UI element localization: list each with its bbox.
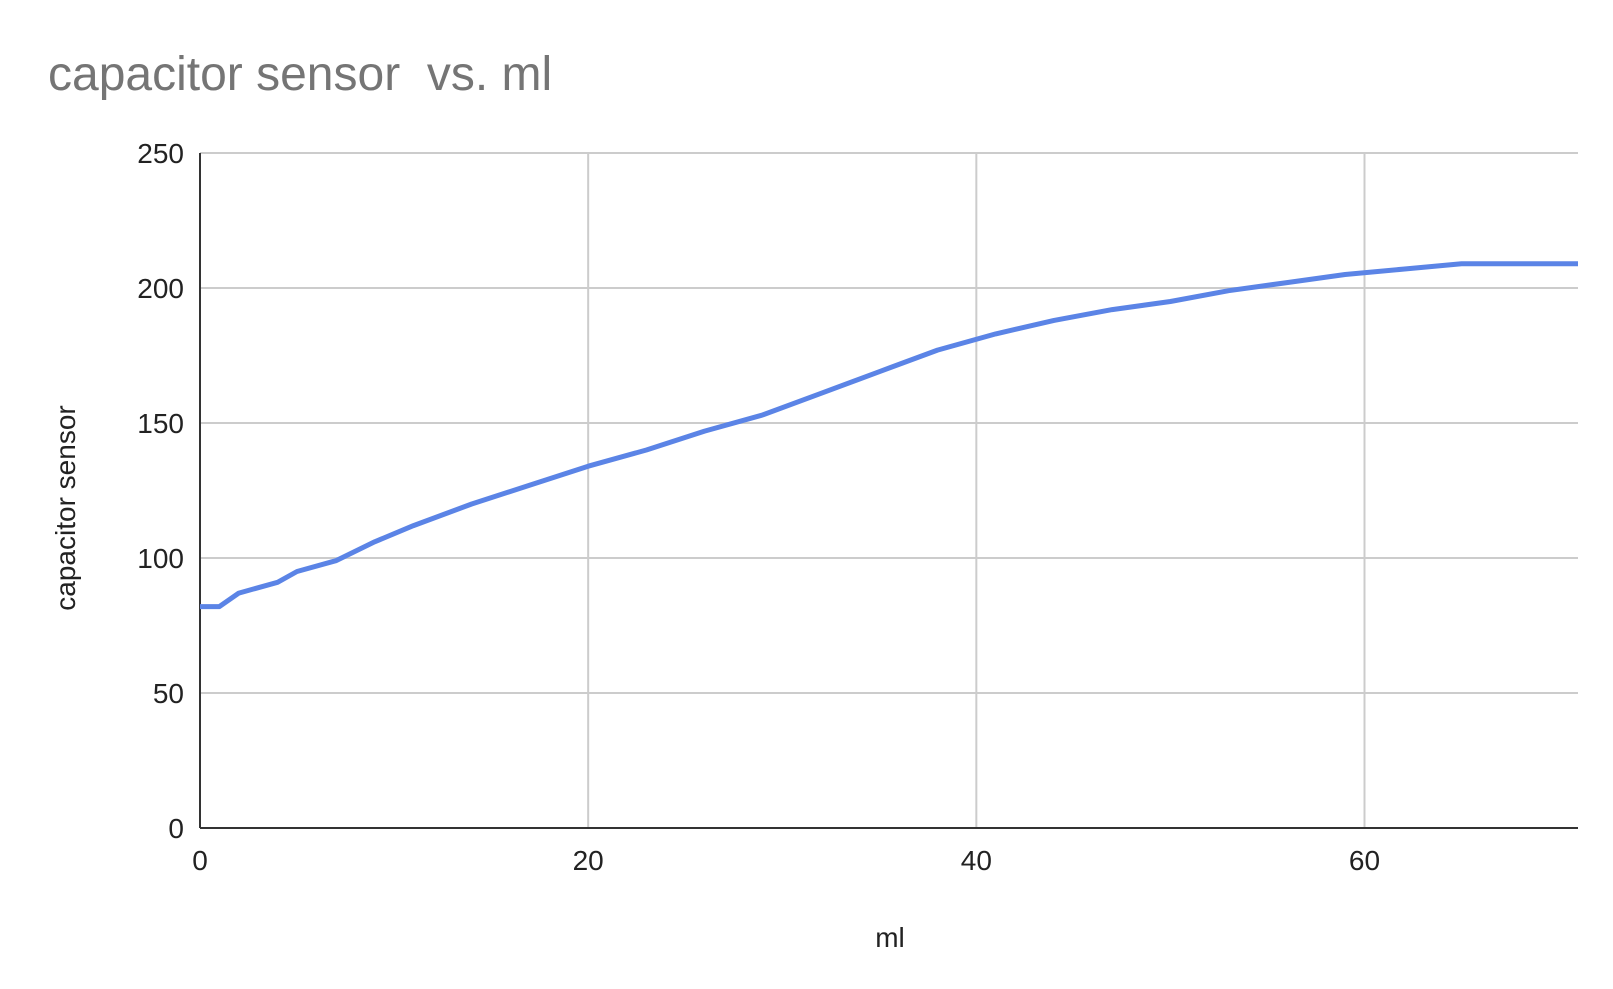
series-line (200, 261, 1578, 610)
y-axis-title: capacitor sensor (50, 405, 81, 610)
y-tick-label: 150 (137, 408, 184, 439)
x-axis-title: ml (875, 922, 905, 953)
x-tick-label: 40 (961, 845, 992, 876)
chart-title: capacitor sensor vs. ml (48, 48, 552, 101)
axes (199, 153, 1578, 829)
y-tick-label: 100 (137, 543, 184, 574)
y-tick-label: 250 (137, 138, 184, 169)
y-tick-label: 50 (153, 678, 184, 709)
series-layer (200, 261, 1578, 610)
x-tick-label: 60 (1349, 845, 1380, 876)
y-tick-label: 0 (168, 813, 184, 844)
grid (200, 152, 1578, 828)
x-tick-label: 0 (192, 845, 208, 876)
x-tick-label: 20 (573, 845, 604, 876)
y-tick-label: 200 (137, 273, 184, 304)
tick-labels: 0 50 100 150 200 250 0 20 40 60 (137, 138, 1380, 876)
